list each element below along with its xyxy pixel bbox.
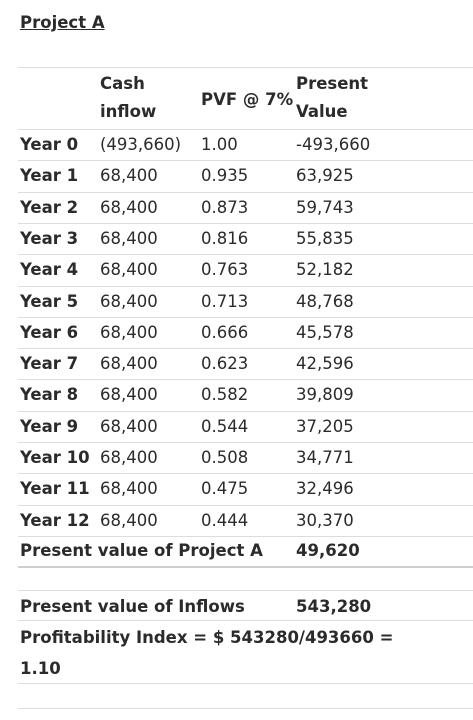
row-present-value: -493,660: [296, 135, 371, 154]
row-divider: [18, 254, 473, 255]
row-divider: [18, 536, 473, 537]
row-year: Year 2: [20, 198, 79, 217]
header-present-value: Present Value: [296, 74, 369, 121]
row-pvf: 0.508: [201, 448, 249, 467]
row-divider: [18, 348, 473, 349]
row-cash-inflow: 68,400: [100, 448, 158, 467]
row-present-value: 37,205: [296, 417, 354, 436]
row-year: Year 5: [20, 292, 79, 311]
divider: [18, 67, 473, 68]
row-present-value: 32,496: [296, 479, 354, 498]
row-year: Year 3: [20, 229, 79, 248]
row-cash-inflow: 68,400: [100, 385, 158, 404]
header-pvf: PVF @ 7%: [201, 90, 294, 109]
row-pvf: 0.444: [201, 511, 249, 530]
row-year: Year 9: [20, 417, 79, 436]
row-cash-inflow: 68,400: [100, 260, 158, 279]
row-pvf: 0.873: [201, 198, 249, 217]
row-cash-inflow: 68,400: [100, 511, 158, 530]
row-present-value: 45,578: [296, 323, 354, 342]
row-divider: [18, 192, 473, 193]
row-cash-inflow: 68,400: [100, 479, 158, 498]
row-present-value: 39,809: [296, 385, 354, 404]
row-divider: [18, 286, 473, 287]
divider: [18, 683, 473, 684]
row-present-value: 30,370: [296, 511, 354, 530]
row-pvf: 0.935: [201, 166, 249, 185]
row-pvf: 0.666: [201, 323, 249, 342]
header-cash-inflow: Cash inflow: [100, 74, 157, 121]
row-cash-inflow: 68,400: [100, 229, 158, 248]
row-year: Year 11: [20, 479, 90, 498]
row-cash-inflow: 68,400: [100, 323, 158, 342]
row-present-value: 55,835: [296, 229, 354, 248]
row-divider: [18, 505, 473, 506]
divider: [18, 566, 473, 568]
profitability-index: Profitability Index = $ 543280/493660 = …: [20, 628, 394, 678]
pv-inflows-value: 543,280: [296, 597, 372, 616]
pv-project-label: Present value of Project A: [20, 541, 263, 560]
row-year: Year 8: [20, 385, 79, 404]
row-year: Year 6: [20, 323, 79, 342]
row-year: Year 10: [20, 448, 90, 467]
row-pvf: 0.475: [201, 479, 249, 498]
row-divider: [18, 473, 473, 474]
row-present-value: 59,743: [296, 198, 354, 217]
divider: [18, 620, 473, 621]
row-year: Year 0: [20, 135, 79, 154]
row-year: Year 7: [20, 354, 79, 373]
row-pvf: 0.713: [201, 292, 249, 311]
row-divider: [18, 317, 473, 318]
row-pvf: 0.816: [201, 229, 249, 248]
page-title: Project A: [20, 13, 105, 32]
row-pvf: 0.763: [201, 260, 249, 279]
row-present-value: 63,925: [296, 166, 354, 185]
row-divider: [18, 379, 473, 380]
row-pvf: 0.623: [201, 354, 249, 373]
row-cash-inflow: (493,660): [100, 135, 182, 154]
row-divider: [18, 129, 473, 130]
row-present-value: 48,768: [296, 292, 354, 311]
divider: [18, 590, 473, 591]
row-cash-inflow: 68,400: [100, 292, 158, 311]
row-pvf: 1.00: [201, 135, 238, 154]
row-divider: [18, 442, 473, 443]
row-present-value: 34,771: [296, 448, 354, 467]
divider: [18, 708, 473, 709]
row-cash-inflow: 68,400: [100, 166, 158, 185]
pv-inflows-label: Present value of Inflows: [20, 597, 245, 616]
row-cash-inflow: 68,400: [100, 198, 158, 217]
row-divider: [18, 160, 473, 161]
row-cash-inflow: 68,400: [100, 417, 158, 436]
row-pvf: 0.544: [201, 417, 249, 436]
pv-project-value: 49,620: [296, 541, 360, 560]
row-present-value: 52,182: [296, 260, 354, 279]
row-pvf: 0.582: [201, 385, 249, 404]
row-divider: [18, 411, 473, 412]
row-divider: [18, 223, 473, 224]
row-year: Year 12: [20, 511, 90, 530]
row-year: Year 4: [20, 260, 79, 279]
row-present-value: 42,596: [296, 354, 354, 373]
row-year: Year 1: [20, 166, 79, 185]
row-cash-inflow: 68,400: [100, 354, 158, 373]
